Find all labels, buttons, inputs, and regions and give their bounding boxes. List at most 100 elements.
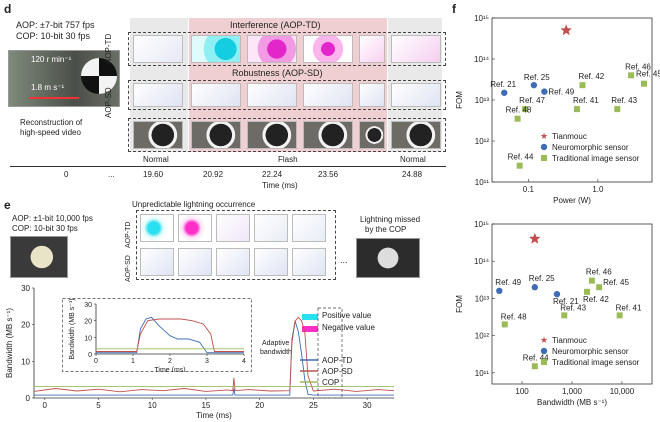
x-axis-label: Time (ms)	[154, 367, 185, 372]
d-tick-1960: 19.60	[143, 170, 164, 179]
phase-normal-right: Normal	[400, 155, 426, 164]
point-label: Ref. 43	[611, 96, 637, 105]
legend-traditional: Traditional image sensor	[552, 358, 640, 367]
row-label-td: AOP-TD	[104, 33, 113, 64]
point-label: Ref. 25	[524, 73, 550, 82]
video-frame-2	[191, 121, 241, 149]
point-label: Ref. 21	[490, 80, 516, 89]
sd-thumb-6	[391, 83, 441, 107]
missed-1: Lightning missed	[360, 215, 421, 224]
e-cop-photo-right	[356, 238, 420, 278]
point-label: Ref. 21	[553, 297, 579, 306]
point-circle	[531, 284, 539, 291]
cop-spec-d: COP: 10-bit 30 fps	[16, 31, 91, 41]
video-frame-4	[303, 121, 353, 149]
legend-label-aop-sd: AOP-SD	[322, 367, 353, 376]
legend-label-cop: COP	[322, 378, 339, 387]
x-tick-label: 25	[309, 401, 318, 410]
point-label: Ref. 44	[508, 153, 534, 162]
negative-legend: Negative value	[322, 323, 375, 332]
e-row-label-td: AOP-TD	[125, 221, 132, 248]
point-star-tianmouc	[529, 232, 541, 244]
td-thumb-3	[247, 35, 297, 63]
e-ellipsis: ...	[340, 255, 348, 265]
x-tick-label: 1	[131, 358, 135, 365]
point-circle	[530, 81, 538, 89]
e-row-label-sd: AOP-SD	[125, 255, 132, 282]
x-tick-label: 20	[255, 401, 264, 410]
point-circle	[496, 287, 503, 295]
x-tick-label: 15	[201, 401, 210, 410]
disk-photo: 120 r min⁻¹ 1.8 m s⁻¹	[8, 50, 120, 107]
panel-f-label: f	[452, 2, 456, 16]
y-axis-label: Bandwidth (MB s⁻¹)	[69, 298, 76, 359]
sd-thumb-4	[303, 83, 353, 107]
d-time-axis-label: Time (ms)	[262, 181, 298, 190]
aop-spec-d: AOP: ±7-bit 757 fps	[16, 20, 95, 30]
e-td-thumb-3	[216, 214, 250, 242]
x-axis-label: Power (W)	[553, 196, 591, 205]
point-label: Ref. 43	[560, 303, 586, 312]
cop-spec-e: COP: 10-bit 30 fps	[12, 224, 78, 233]
d-tick-2488: 24.88	[402, 170, 423, 179]
y-tick-label: 10¹⁴	[474, 257, 490, 266]
disk-target	[81, 58, 117, 94]
y-tick-label: 0	[26, 394, 31, 403]
d-tick-2356: 23.56	[318, 170, 339, 179]
point-square	[501, 321, 508, 328]
lightning-title: Unpredictable lightning occurrence	[132, 200, 256, 209]
point-square	[561, 312, 568, 319]
y-tick-label: 10¹⁵	[474, 220, 489, 229]
adaptive-2: bandwidth	[260, 349, 292, 356]
series-line-aop-sd	[96, 318, 244, 352]
interference-title: Interference (AOP-TD)	[230, 20, 321, 30]
y-axis-label: FOM	[455, 91, 464, 109]
e-thumb-frame	[136, 210, 336, 280]
point-square	[588, 277, 595, 284]
point-label: Ref. 42	[583, 295, 609, 304]
point-label: Ref. 49	[548, 88, 574, 97]
x-axis-label: Bandwidth (MB s⁻¹)	[537, 398, 607, 407]
video-frame-3	[247, 121, 297, 149]
td-thumb-4	[303, 35, 353, 63]
point-label: Ref. 46	[625, 62, 651, 71]
point-square	[614, 106, 621, 113]
point-label: Ref. 45	[603, 278, 629, 287]
point-label: Ref. 41	[616, 303, 642, 312]
y-tick-label: 10	[84, 335, 92, 342]
legend-neuromorphic: Neuromorphic sensor	[552, 347, 629, 356]
e-cop-photo-left	[10, 236, 68, 278]
panel-e-label: e	[4, 198, 11, 212]
d-tick-2092: 20.92	[203, 170, 224, 179]
legend-square-icon	[541, 359, 547, 365]
x-tick-label: 3	[205, 358, 209, 365]
legend-circle-icon	[540, 347, 548, 355]
y-tick-label: 10¹¹	[475, 178, 490, 187]
point-square	[579, 82, 586, 89]
y-tick-label: 0	[88, 352, 92, 359]
point-square	[628, 72, 635, 79]
point-label: Ref. 48	[501, 312, 527, 321]
inset-frame	[62, 298, 252, 372]
y-tick-label: 10¹²	[475, 137, 490, 146]
y-tick-label: 30	[21, 284, 30, 293]
e-td-thumb-1	[140, 214, 174, 242]
point-square	[516, 162, 523, 169]
legend-circle-icon	[540, 143, 548, 151]
y-axis-label: Bandwidth (MB s⁻¹)	[5, 308, 14, 378]
e-td-thumb-5	[292, 214, 326, 242]
x-tick-label: 10	[148, 401, 157, 410]
d-tick-0: 0	[64, 170, 69, 179]
video-frame-1	[133, 121, 183, 149]
legend-star-icon: ★	[540, 131, 548, 141]
x-axis-label: Time (ms)	[196, 411, 232, 420]
legend-tianmouc: Tianmouc	[552, 336, 587, 345]
point-label: Ref. 46	[586, 268, 612, 277]
zoom-region-rect	[317, 307, 343, 399]
point-label: Ref. 45	[636, 70, 660, 79]
aop-spec-e: AOP: ±1-bit 10,000 fps	[12, 214, 93, 223]
td-thumb-1	[133, 35, 183, 63]
legend-label-aop-td: AOP-TD	[322, 356, 352, 365]
td-thumb-6	[391, 35, 441, 63]
